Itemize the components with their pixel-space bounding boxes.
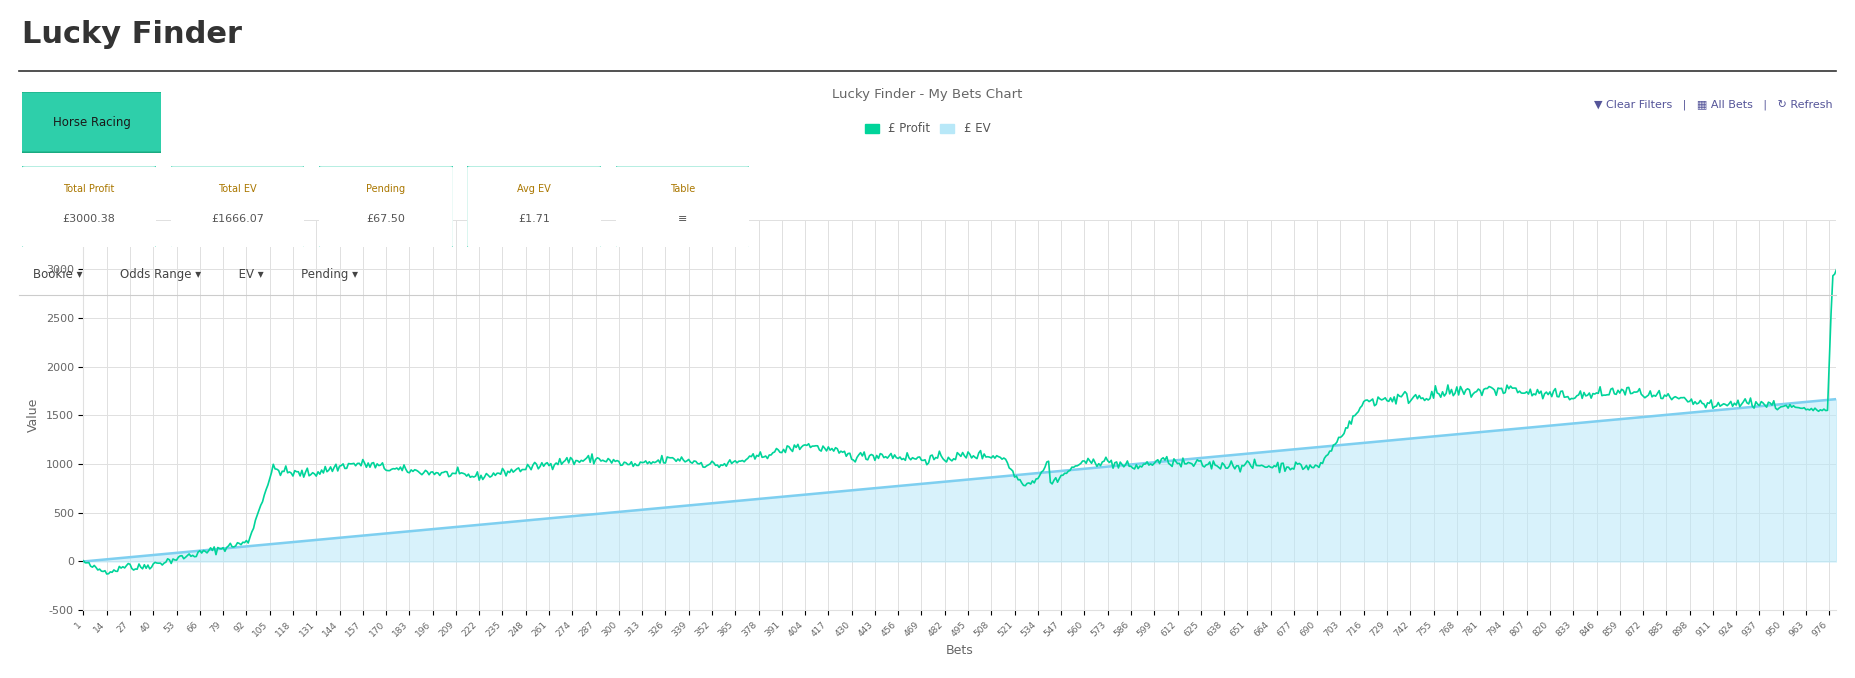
FancyBboxPatch shape	[614, 165, 751, 248]
Text: Bookie ▾          Odds Range ▾          EV ▾          Pending ▾: Bookie ▾ Odds Range ▾ EV ▾ Pending ▾	[33, 268, 358, 281]
Y-axis label: Value: Value	[28, 398, 41, 433]
Text: Horse Racing: Horse Racing	[54, 115, 130, 129]
FancyBboxPatch shape	[169, 165, 306, 248]
Text: £67.50: £67.50	[367, 214, 404, 224]
Text: Pending: Pending	[365, 184, 406, 194]
Text: Avg EV: Avg EV	[518, 184, 551, 194]
Text: £1666.07: £1666.07	[211, 214, 263, 224]
FancyBboxPatch shape	[466, 165, 603, 248]
FancyBboxPatch shape	[20, 165, 158, 248]
Text: ▼ Clear Filters   |   ▦ All Bets   |   ↻ Refresh: ▼ Clear Filters | ▦ All Bets | ↻ Refresh	[1593, 100, 1833, 111]
Text: Total EV: Total EV	[219, 184, 256, 194]
Text: Table: Table	[670, 184, 696, 194]
FancyBboxPatch shape	[19, 92, 165, 153]
Text: Total Profit: Total Profit	[63, 184, 115, 194]
FancyBboxPatch shape	[317, 165, 454, 248]
Legend: £ Profit, £ EV: £ Profit, £ EV	[861, 118, 994, 140]
Text: Lucky Finder - My Bets Chart: Lucky Finder - My Bets Chart	[833, 88, 1022, 102]
X-axis label: Bets: Bets	[946, 644, 974, 657]
Text: £1.71: £1.71	[518, 214, 551, 224]
Text: £3000.38: £3000.38	[63, 214, 115, 224]
Text: ≡: ≡	[677, 214, 688, 224]
Text: Lucky Finder: Lucky Finder	[22, 20, 243, 49]
